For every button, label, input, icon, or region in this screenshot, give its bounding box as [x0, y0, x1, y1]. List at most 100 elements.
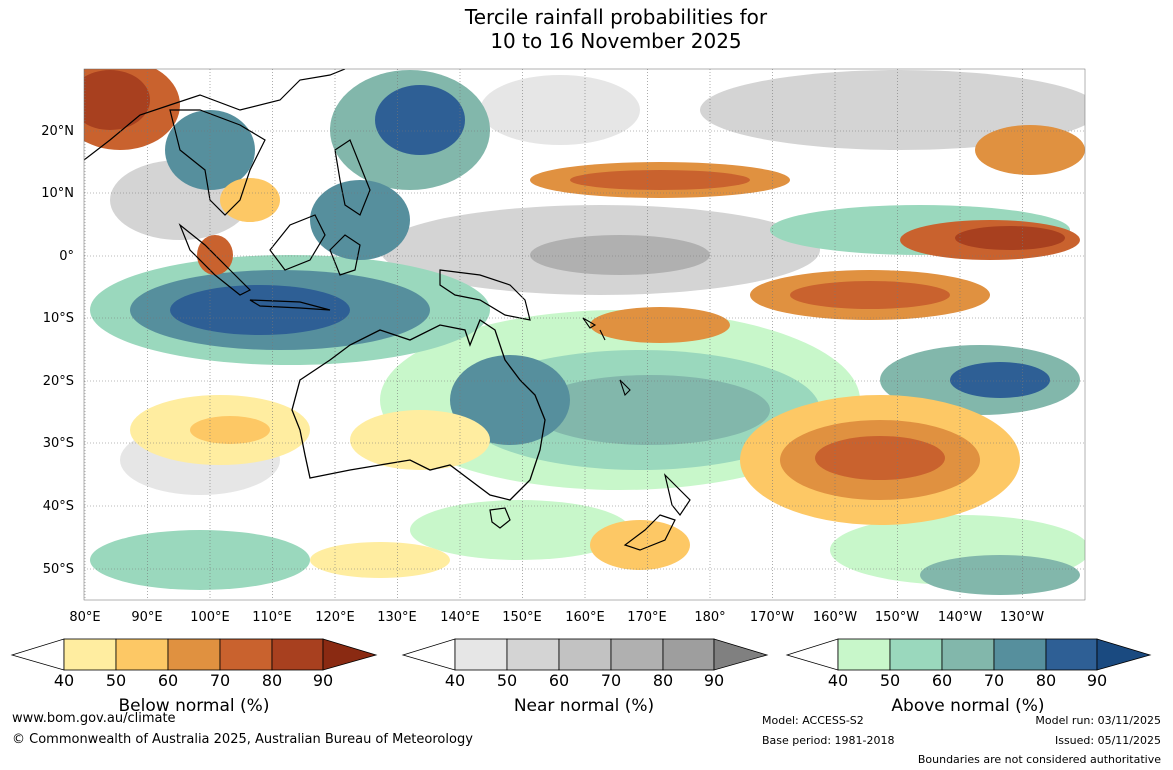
colorbar-above-tick: 90 [1086, 671, 1108, 690]
issued-date: Issued: 05/11/2025 [1054, 734, 1161, 747]
graticule [84, 69, 1085, 600]
lat-label: 40°S [42, 499, 74, 514]
probability-field [84, 69, 1085, 600]
above-normal-region-southern-ocean-west [90, 530, 310, 590]
colorbar-above-label: Above normal (%) [891, 696, 1045, 716]
above-normal-region-south-pacific-core [950, 362, 1050, 398]
below-normal-region-south-pacific-core [815, 436, 945, 480]
colorbar-near-60 [506, 638, 560, 671]
colorbar-near-90 [662, 638, 715, 671]
colorbar-below-tick: 50 [105, 671, 127, 690]
colorbar-near-label: Near normal (%) [513, 696, 655, 716]
colorbar-below-tick: 60 [157, 671, 179, 690]
colorbar-below-tick: 40 [53, 671, 75, 690]
colorbar-above-max-arrow [1096, 638, 1152, 671]
lon-label: 140°E [440, 610, 480, 625]
lon-label: 80°E [69, 610, 101, 625]
above-normal-region-tasman-south [410, 500, 630, 560]
colorbar-near-50 [454, 638, 508, 671]
colorbar-above-80 [993, 638, 1047, 671]
model-run-date: Model run: 03/11/2025 [1035, 714, 1161, 727]
above-normal-region-indonesia-core [170, 285, 350, 335]
colorbar-near-80 [610, 638, 664, 671]
map-title-line2: 10 to 16 November 2025 [490, 29, 742, 53]
map-frame [83, 68, 1086, 601]
colorbar-above-tick: 40 [827, 671, 849, 690]
below-normal-region-fiji [590, 307, 730, 343]
lon-label: 90°E [131, 610, 163, 625]
boundary-disclaimer: Boundaries are not considered authoritat… [917, 753, 1161, 766]
lon-label: 160°W [812, 610, 858, 625]
colorbar-below-min-arrow [10, 638, 65, 671]
colorbar-below-tick: 80 [261, 671, 283, 690]
near-normal-region-north [700, 70, 1085, 150]
model-name: Model: ACCESS-S2 [762, 714, 864, 727]
map-title-line1: Tercile rainfall probabilities for [464, 5, 768, 29]
colorbar-near-tick: 40 [444, 671, 466, 690]
below-normal-region-south-china-sea [220, 178, 280, 222]
colorbar-below-max-arrow [322, 638, 378, 671]
new-guinea-coastline [439, 269, 531, 321]
below-normal-region-south [310, 542, 450, 578]
lon-label: 120°E [315, 610, 355, 625]
lat-label: 50°S [42, 562, 74, 577]
colorbar-below-tick: 90 [312, 671, 334, 690]
below-normal-region-equatorial-east-core [955, 226, 1065, 250]
colorbar-below [10, 638, 378, 671]
tasmania-coastline [489, 507, 511, 529]
lat-label: 20°S [42, 374, 74, 389]
lat-label: 10°N [41, 186, 74, 201]
colorbar-below-50 [63, 638, 117, 671]
colorbar-above-tick: 60 [931, 671, 953, 690]
lon-label: 130°W [999, 610, 1045, 625]
lon-label: 160°E [565, 610, 605, 625]
colorbar-near-tick: 90 [703, 671, 725, 690]
pacific-islands-coastline [582, 317, 631, 397]
below-normal-region-central-australia [350, 410, 490, 470]
below-normal-region-nz [590, 520, 690, 570]
below-normal-region-china-core [84, 70, 150, 130]
colorbar-near-tick: 50 [496, 671, 518, 690]
sulawesi-coastline [329, 234, 361, 276]
colorbar-near-tick: 60 [548, 671, 570, 690]
colorbar-near-tick: 80 [652, 671, 674, 690]
colorbar-above-50 [837, 638, 891, 671]
above-normal-region-coral-sea-high [530, 375, 770, 445]
borneo-coastline [269, 214, 326, 271]
lat-label: 30°S [42, 436, 74, 451]
new-zealand-coastline [623, 473, 691, 551]
sumatra-java-coastline [178, 223, 331, 311]
colorbar-above-70 [941, 638, 995, 671]
colorbar-near-70 [558, 638, 612, 671]
lon-label: 140°W [937, 610, 983, 625]
bom-website-link[interactable]: www.bom.gov.au/climate [12, 711, 176, 726]
lat-label: 0° [59, 249, 74, 264]
lon-label: 170°W [749, 610, 795, 625]
colorbar-below-70 [167, 638, 221, 671]
lat-label: 20°N [41, 124, 74, 139]
copyright-notice: © Commonwealth of Australia 2025, Austra… [12, 732, 473, 747]
above-normal-region-southern-ocean-core [920, 555, 1080, 595]
colorbar-above [785, 638, 1152, 671]
colorbar-near [401, 638, 769, 671]
above-normal-region-philippine-sea-core [375, 85, 465, 155]
colorbar-above-tick: 50 [879, 671, 901, 690]
base-period: Base period: 1981-2018 [762, 734, 895, 747]
lon-label: 180° [694, 610, 726, 625]
colorbar-below-tick: 70 [209, 671, 231, 690]
colorbar-below-60 [115, 638, 169, 671]
near-normal-region-north-west [480, 75, 640, 145]
lon-label: 150°W [874, 610, 920, 625]
colorbar-above-60 [889, 638, 943, 671]
below-normal-region-central-pacific-core [790, 281, 950, 309]
below-normal-region-indian-ocean-core [190, 416, 270, 444]
lon-label: 100°E [190, 610, 230, 625]
lat-label: 10°S [42, 311, 74, 326]
indochina-coastline [169, 109, 266, 216]
colorbar-below-label: Below normal (%) [118, 696, 270, 716]
asia-coastline [84, 69, 346, 161]
lon-label: 110°E [252, 610, 292, 625]
colorbar-near-max-arrow [713, 638, 769, 671]
lon-label: 170°E [627, 610, 667, 625]
near-normal-region-core [530, 235, 710, 275]
